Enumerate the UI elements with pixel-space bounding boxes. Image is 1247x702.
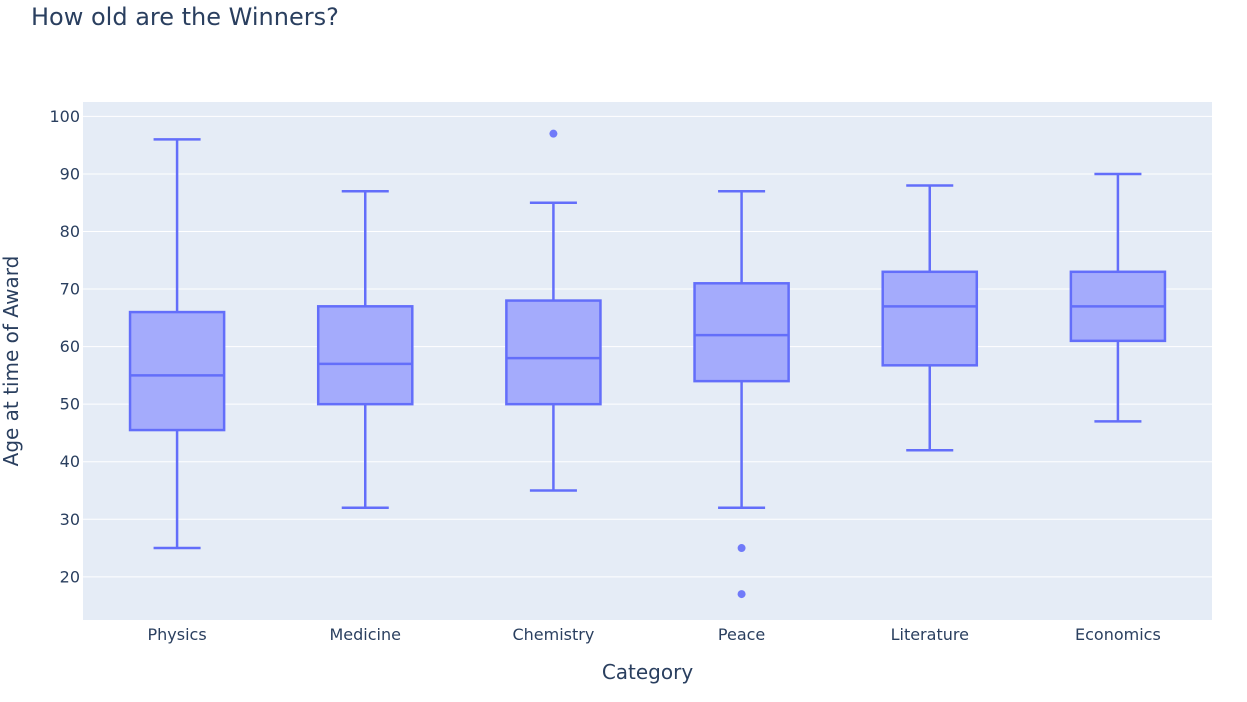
y-tick-label-30: 30: [60, 510, 80, 529]
y-tick-label-100: 100: [49, 107, 80, 126]
iqr-box: [505, 299, 602, 406]
y-tick-label-60: 60: [60, 337, 80, 356]
box-peace: [693, 189, 790, 599]
outlier-point: [737, 590, 746, 599]
iqr-box: [693, 282, 790, 383]
chart-title: How old are the Winners?: [31, 3, 339, 31]
x-tick-label-economics: Economics: [1075, 625, 1161, 644]
x-tick-label-physics: Physics: [147, 625, 206, 644]
x-tick-label-peace: Peace: [718, 625, 765, 644]
y-axis-title: Age at time of Award: [0, 256, 23, 467]
y-tick-label-40: 40: [60, 452, 80, 471]
x-axis-ticks: Physics Medicine Chemistry Peace Literature E…: [147, 625, 1160, 644]
box-chemistry: [505, 129, 602, 492]
box-medicine: [316, 189, 414, 510]
boxes: [128, 129, 1167, 599]
x-tick-label-chemistry: Chemistry: [512, 625, 594, 644]
x-tick-label-literature: Literature: [891, 625, 969, 644]
y-axis-ticks: 20 30 40 50 60 70 80 90 100: [49, 107, 80, 586]
outlier-point: [737, 544, 746, 553]
outlier-point: [549, 129, 558, 138]
x-axis-title: Category: [602, 660, 694, 684]
y-tick-label-50: 50: [60, 395, 80, 414]
y-tick-label-70: 70: [60, 280, 80, 299]
box-physics: [128, 138, 226, 550]
x-tick-label-medicine: Medicine: [330, 625, 401, 644]
gridlines: [83, 115, 1212, 578]
y-tick-label-20: 20: [60, 567, 80, 586]
iqr-box: [881, 270, 979, 367]
y-tick-label-90: 90: [60, 164, 80, 183]
box-economics: [1069, 172, 1167, 423]
plot-area: [83, 102, 1212, 620]
iqr-box: [316, 305, 414, 406]
y-tick-label-80: 80: [60, 222, 80, 241]
iqr-box: [128, 310, 226, 432]
box-literature: [881, 184, 979, 452]
